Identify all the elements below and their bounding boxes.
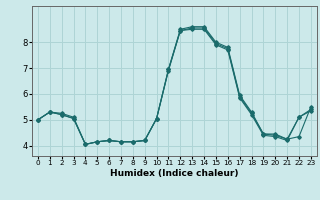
X-axis label: Humidex (Indice chaleur): Humidex (Indice chaleur) <box>110 169 239 178</box>
